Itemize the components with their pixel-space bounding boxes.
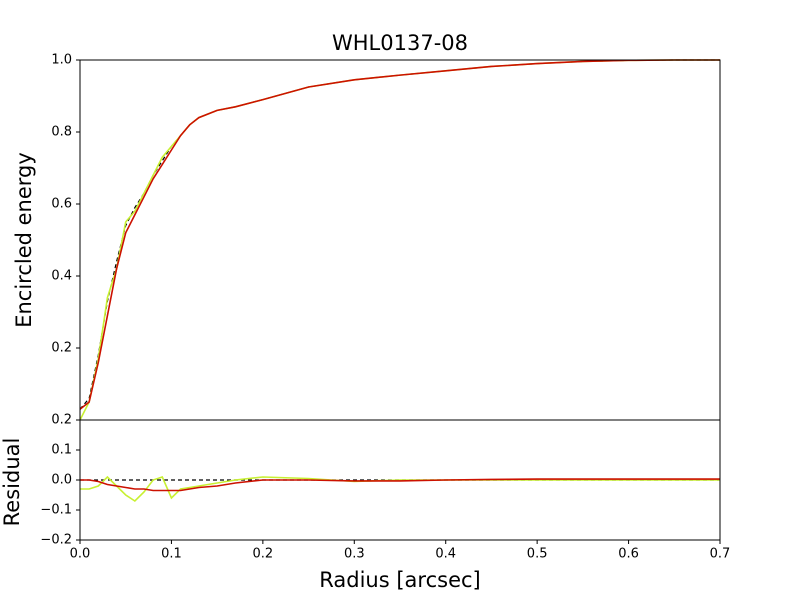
y-tick-label: 0.4	[51, 269, 72, 284]
x-tick-label: 0.6	[618, 547, 639, 562]
x-tick-label: 0.3	[344, 547, 365, 562]
data-line	[79, 59, 720, 410]
y-axis-label: Encircled energy	[12, 152, 36, 328]
plot-frame	[79, 419, 721, 541]
y-axis-label: Residual	[0, 438, 24, 527]
y-tick-label: 0.0	[51, 473, 72, 488]
y-tick-label: −0.2	[40, 533, 72, 548]
x-axis-label: Radius [arcsec]	[319, 568, 480, 592]
x-tick-label: 0.5	[527, 547, 548, 562]
chart-title: WHL0137-08	[332, 31, 468, 55]
x-tick-label: 0.7	[710, 547, 731, 562]
data-line	[79, 59, 720, 410]
x-tick-label: 0.0	[70, 547, 91, 562]
x-tick-label: 0.1	[161, 547, 182, 562]
y-tick-label: 0.8	[51, 125, 72, 140]
y-tick-label: 0.2	[51, 341, 72, 356]
x-tick-label: 0.2	[253, 547, 274, 562]
plot-frame	[79, 59, 721, 421]
y-tick-label: 0.6	[51, 197, 72, 212]
data-line	[79, 59, 720, 421]
x-tick-label: 0.4	[435, 547, 456, 562]
y-tick-label: 1.0	[51, 53, 72, 68]
y-tick-label: 0.2	[51, 413, 72, 428]
y-tick-label: −0.1	[40, 503, 72, 518]
y-tick-label: 0.1	[51, 443, 72, 458]
data-line	[80, 478, 720, 492]
